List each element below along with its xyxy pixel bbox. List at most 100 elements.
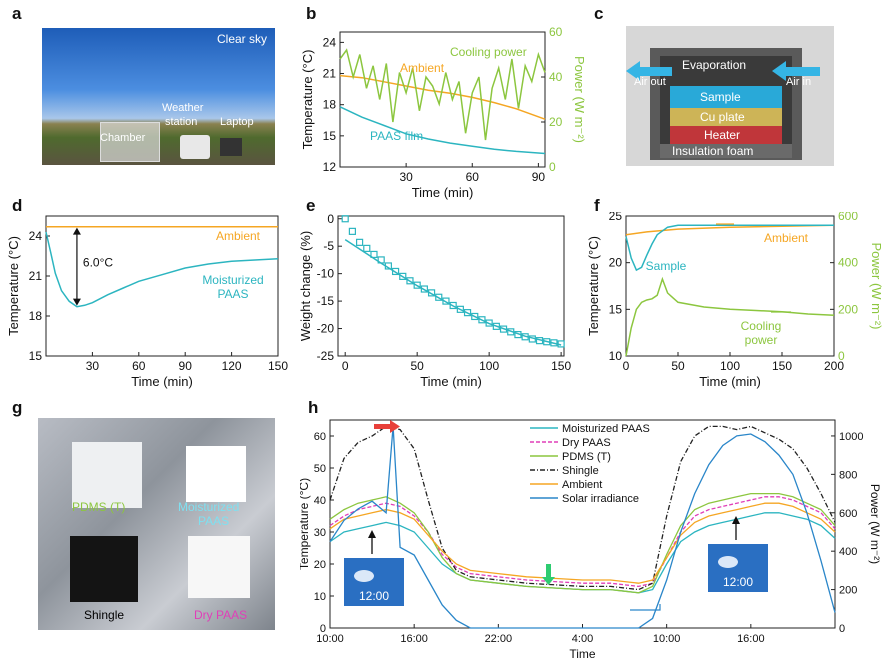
red-arrow-head [390, 420, 400, 433]
series-label-cooling: Cooling [741, 319, 782, 333]
sky-inset-photo [344, 558, 404, 606]
red-arrow-body [374, 424, 390, 429]
green-marker-head [542, 577, 555, 585]
y-tick-label: -20 [317, 322, 335, 336]
y-tick-label: 24 [323, 35, 337, 49]
y-tick-label: 18 [323, 98, 337, 112]
sky-label: Clear sky [216, 32, 267, 46]
data-point [543, 338, 551, 346]
data-point [499, 325, 508, 333]
data-point [514, 330, 522, 339]
cloud-shape [354, 570, 374, 582]
inset-time-label: 12:00 [359, 589, 389, 603]
chamber-diagram: Evaporation Air out Air in Sample Cu pla… [626, 26, 834, 166]
y-tick-label: 0 [320, 623, 326, 635]
delta-annotation: 6.0°C [83, 256, 113, 270]
panel-label-g: g [12, 398, 23, 417]
data-point [377, 256, 385, 264]
plot-frame [339, 31, 546, 168]
outdoor-setup-photo: Clear sky Chamber Weather station Laptop [42, 28, 275, 165]
x-axis-label: Time (min) [412, 185, 474, 200]
series-cooling-power [625, 276, 835, 357]
x-tick-label: 60 [466, 170, 480, 184]
x-tick-label: 16:00 [737, 633, 765, 645]
shingle-label: Shingle [84, 608, 125, 622]
y2-tick-label: 0 [839, 623, 845, 635]
legend-entry: PDMS (T) [562, 451, 611, 463]
plot-frame [45, 215, 279, 357]
data-point [449, 301, 457, 310]
data-point [413, 281, 421, 289]
plot-frame [337, 215, 565, 357]
series-solar-irradiance [329, 426, 836, 629]
cu-plate-label: Cu plate [700, 110, 745, 124]
series-label-ambient: Ambient [400, 61, 445, 75]
series-label-paas: PAAS film [370, 129, 423, 143]
x-tick-label: 10:00 [316, 633, 344, 645]
series-dry-paas [329, 496, 836, 588]
x-tick-label: 0 [623, 359, 630, 373]
inset-arrow-head [368, 530, 376, 538]
y-tick-label: 12 [323, 160, 337, 174]
y-tick-label: 21 [29, 269, 43, 283]
y-tick-label: 40 [314, 495, 326, 507]
data-point [435, 293, 443, 301]
series-sample [625, 224, 834, 272]
sky-inset-photo [708, 544, 768, 592]
y2-tick-label: 200 [838, 302, 858, 316]
x-tick-label: 100 [720, 359, 740, 373]
data-point [363, 244, 371, 252]
x-tick-label: 22:00 [485, 633, 513, 645]
legend-entry: Solar irradiance [562, 493, 639, 505]
series-label-moisturized: Moisturized [202, 273, 263, 287]
series-label-sample: Sample [646, 259, 687, 273]
green-marker-body [546, 564, 551, 578]
data-point [557, 340, 565, 348]
chamber-diagram-svg [626, 48, 820, 160]
x-tick-label: 30 [86, 359, 100, 373]
x-axis-label: Time (min) [131, 374, 193, 389]
data-point [471, 312, 479, 321]
weather-station [180, 135, 210, 159]
data-point [442, 297, 450, 305]
dry-paas-sample [188, 536, 250, 598]
y2-axis-label: Power (W m⁻²) [868, 484, 882, 564]
sample-layer-label: Sample [700, 90, 741, 104]
y-axis-label: Weight change (%) [300, 231, 313, 341]
x-tick-label: 16:00 [400, 633, 428, 645]
data-point [355, 238, 364, 246]
x-tick-label: 50 [410, 359, 424, 373]
legend-entry: Ambient [562, 479, 602, 491]
y-tick-label: 10 [314, 591, 326, 603]
y-tick-label: -5 [323, 239, 334, 253]
y-axis-label: Temperature (°C) [586, 236, 601, 336]
y2-tick-label: 0 [549, 160, 556, 174]
legend-entry: Moisturized PAAS [562, 423, 650, 435]
y2-tick-label: 40 [549, 70, 563, 84]
y-axis-label: Temperature (°C) [300, 50, 315, 150]
x-tick-label: 90 [532, 170, 546, 184]
inset-arrow-head [732, 516, 740, 524]
data-point [427, 289, 436, 297]
series-ambient [339, 74, 546, 120]
heater-label: Heater [704, 128, 741, 142]
dry-paas-label: Dry PAAS [194, 608, 248, 622]
y2-axis-label: Power (W m⁻²) [572, 56, 585, 143]
data-point [420, 285, 428, 293]
x-tick-label: 0 [342, 359, 349, 373]
moisturized-label-1: Moisturized [178, 500, 240, 514]
chart-b: 30 60 90 12 15 18 21 24 0 20 40 60 Power (W m⁻²) Time… [300, 25, 585, 200]
air-out-label: Air out [634, 76, 666, 88]
y-tick-label: 25 [609, 212, 623, 223]
x-axis-label: Time (min) [699, 374, 761, 389]
moisturized-label-2: PAAS [198, 514, 230, 528]
panel-label-a: a [12, 4, 22, 23]
y2-tick-label: 0 [838, 349, 845, 363]
x-axis-label: Time [569, 647, 596, 660]
data-point [456, 305, 464, 313]
data-point [391, 267, 400, 276]
chamber-label: Chamber [100, 132, 146, 144]
arrow-head-down [72, 298, 81, 306]
x-tick-label: 150 [772, 359, 792, 373]
